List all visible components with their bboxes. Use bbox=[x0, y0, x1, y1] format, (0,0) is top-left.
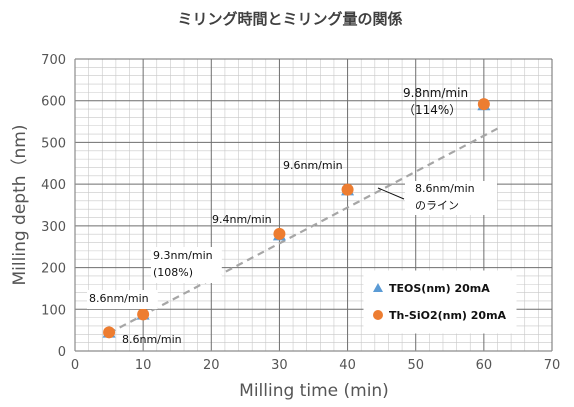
legend-box bbox=[363, 270, 517, 334]
legend-marker-teos bbox=[373, 283, 383, 292]
annotation-text: 8.6nm/min bbox=[89, 292, 149, 305]
x-tick-label: 70 bbox=[544, 358, 561, 373]
reference-line-stroke bbox=[108, 127, 498, 335]
chart-title: ミリング時間とミリング量の関係 bbox=[177, 10, 402, 28]
annotation-text: 9.8nm/min bbox=[403, 86, 468, 100]
y-tick-label: 300 bbox=[41, 220, 66, 235]
annotation: 8.6nm/min bbox=[122, 333, 182, 346]
y-tick-label: 500 bbox=[41, 136, 66, 151]
reference-label-text: のライン bbox=[415, 199, 459, 212]
x-tick-label: 20 bbox=[203, 358, 220, 373]
y-tick-label: 100 bbox=[41, 303, 66, 318]
legend-marker-thsio2 bbox=[373, 310, 383, 320]
axes bbox=[74, 59, 552, 352]
annotation-text: 9.3nm/min bbox=[153, 249, 213, 262]
x-tick-label: 30 bbox=[271, 358, 288, 373]
y-tick-label: 400 bbox=[41, 178, 66, 193]
y-tick-label: 200 bbox=[41, 262, 66, 277]
annotation-background bbox=[87, 290, 158, 309]
y-tick-labels: 0 100 200 300 400 500 600 700 bbox=[41, 53, 66, 360]
x-tick-label: 10 bbox=[135, 358, 152, 373]
y-axis-title: Milling depth（nm) bbox=[10, 125, 30, 286]
reference-label-background bbox=[405, 181, 497, 215]
y-tick-label: 700 bbox=[41, 53, 66, 68]
annotation: 9.4nm/min bbox=[212, 213, 272, 226]
legend-label: Th-SiO2(nm) 20mA bbox=[389, 309, 507, 322]
x-tick-label: 0 bbox=[71, 358, 79, 373]
x-axis-title: Milling time (min) bbox=[239, 381, 389, 401]
thsio2-marker bbox=[103, 326, 116, 339]
annotation-text: (108%) bbox=[153, 266, 193, 279]
legend-label: TEOS(nm) 20mA bbox=[389, 282, 490, 295]
annotation: 9.8nm/min （114%） bbox=[403, 86, 468, 117]
x-tick-labels: 0 10 20 30 40 50 60 70 bbox=[71, 358, 560, 373]
annotation: 9.6nm/min bbox=[283, 159, 343, 172]
y-tick-label: 0 bbox=[58, 345, 66, 360]
legend: TEOS(nm) 20mA Th-SiO2(nm) 20mA bbox=[363, 270, 517, 334]
annotation-text: 9.6nm/min bbox=[283, 159, 343, 172]
thsio2-marker bbox=[477, 98, 490, 111]
reference-line: 8.6nm/min のライン bbox=[108, 127, 498, 335]
x-tick-label: 40 bbox=[339, 358, 356, 373]
thsio2-marker bbox=[341, 183, 354, 196]
x-tick-label: 60 bbox=[476, 358, 493, 373]
y-tick-label: 600 bbox=[41, 95, 66, 110]
x-tick-label: 50 bbox=[407, 358, 424, 373]
thsio2-marker bbox=[137, 308, 150, 321]
annotation: 9.3nm/min (108%) bbox=[151, 247, 222, 283]
annotation-text: （114%） bbox=[403, 103, 461, 117]
annotation-text: 9.4nm/min bbox=[212, 213, 272, 226]
data-marks bbox=[102, 98, 491, 339]
annotations: 8.6nm/min 8.6nm/min 9.3nm/min (108%) 9.4nm/m… bbox=[87, 86, 468, 346]
annotation-text: 8.6nm/min bbox=[122, 333, 182, 346]
reference-label-text: 8.6nm/min bbox=[415, 182, 475, 195]
thsio2-marker bbox=[273, 227, 286, 240]
reference-label-pointer bbox=[377, 187, 405, 200]
annotation-background bbox=[151, 247, 222, 283]
annotation: 8.6nm/min bbox=[87, 290, 158, 309]
